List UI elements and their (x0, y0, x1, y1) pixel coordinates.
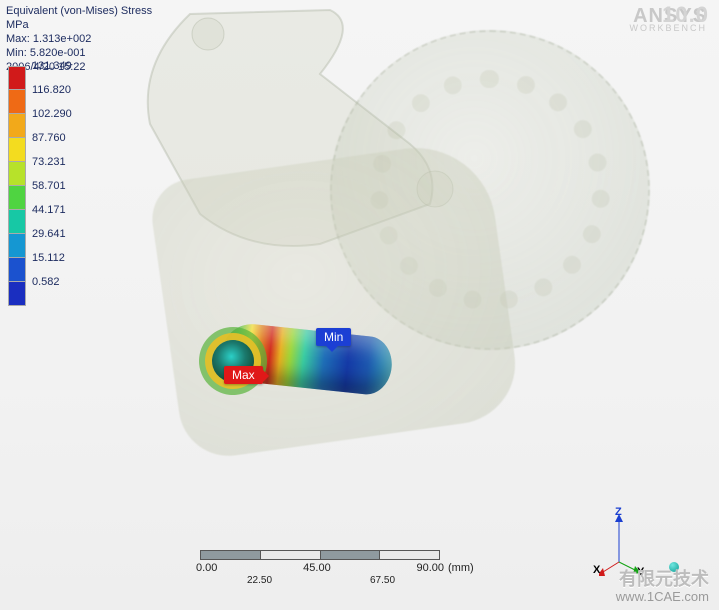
max-marker: Max (224, 366, 263, 384)
scale-minor-ticks: 22.50 67.50 (198, 575, 444, 586)
min-marker: Min (316, 328, 351, 346)
legend-label: 44.171 (32, 204, 66, 216)
watermark: 有限元技术 www.1CAE.com (616, 570, 709, 604)
legend-label: 116.820 (32, 84, 71, 96)
orientation-triad[interactable]: Z X Y (599, 500, 679, 580)
legend-label: 15.112 (32, 252, 65, 264)
legend-label: 87.760 (32, 132, 66, 144)
brand-logo: ANSYS WORKBENCH 10.0 (629, 6, 707, 33)
result-max: Max: 1.313e+002 (6, 32, 152, 46)
legend-swatch (8, 282, 26, 306)
result-min: Min: 5.820e-001 (6, 46, 152, 60)
housing-geometry (147, 138, 523, 463)
result-type: Equivalent (von-Mises) Stress (6, 4, 152, 18)
legend-label: 131.349 (32, 60, 72, 72)
legend-label: 0.582 (32, 276, 60, 288)
axis-label-x: X (593, 564, 600, 576)
result-unit: MPa (6, 18, 152, 32)
watermark-url: www.1CAE.com (616, 590, 709, 604)
result-info-header: Equivalent (von-Mises) Stress MPa Max: 1… (6, 4, 152, 74)
scale-bar: 0.00 45.00 90.00 22.50 67.50 (mm) (200, 550, 480, 586)
legend-label: 29.641 (32, 228, 66, 240)
legend-label: 58.701 (32, 180, 66, 192)
legend-label: 102.290 (32, 108, 72, 120)
legend-swatch (8, 138, 26, 162)
legend-swatch (8, 114, 26, 138)
scale-major-ticks: 0.00 45.00 90.00 (196, 562, 444, 574)
axis-label-z: Z (615, 506, 622, 518)
scale-bar-segments (200, 550, 440, 560)
viewport[interactable]: Max Min Equivalent (von-Mises) Stress MP… (0, 0, 719, 610)
color-legend: 131.349116.820102.29087.76073.23158.7014… (8, 66, 72, 306)
legend-swatch (8, 90, 26, 114)
legend-row: 0.582 (8, 282, 72, 306)
legend-swatch (8, 234, 26, 258)
legend-swatch (8, 210, 26, 234)
legend-label: 73.231 (32, 156, 66, 168)
watermark-text: 有限元技术 (616, 570, 709, 590)
legend-swatch (8, 162, 26, 186)
legend-swatch (8, 258, 26, 282)
legend-swatch (8, 66, 26, 90)
scale-unit: (mm) (448, 562, 474, 574)
brand-version: 10.0 (662, 4, 709, 26)
legend-swatch (8, 186, 26, 210)
